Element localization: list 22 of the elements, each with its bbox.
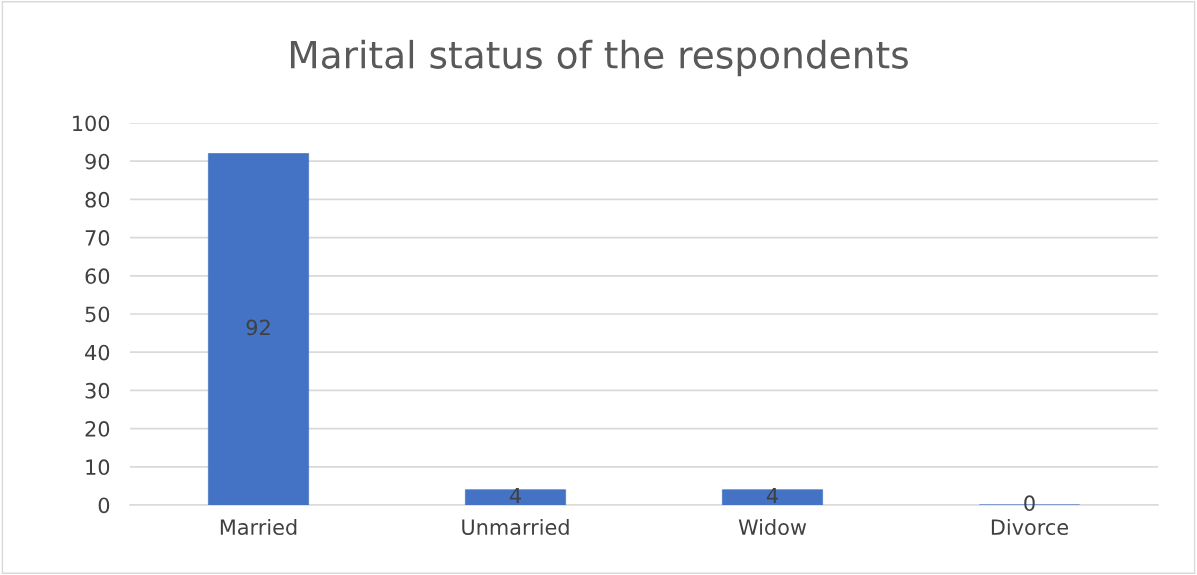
y-tick-label: 100 [73, 115, 110, 132]
y-tick-label: 50 [85, 306, 110, 323]
y-tick-label: 10 [86, 459, 110, 476]
y-tick-label: 0 [98, 497, 110, 514]
data-label: 92 [246, 319, 270, 336]
y-tick-label: 40 [85, 344, 110, 361]
y-tick-label: 20 [85, 421, 110, 437]
chart-title: Marital status of the respondents [290, 39, 908, 77]
x-tick-label: Widow [738, 518, 807, 536]
y-tick-label: 80 [85, 191, 110, 208]
x-tick-label: Divorce [991, 518, 1069, 536]
y-tick-label: 70 [85, 230, 110, 246]
bar [465, 489, 566, 505]
y-tick-label: 30 [85, 382, 110, 399]
data-label: 4 [509, 487, 521, 504]
y-tick-label: 90 [85, 153, 110, 170]
y-tick-label: 60 [85, 268, 110, 285]
bar [722, 489, 823, 505]
data-label: 4 [766, 487, 778, 504]
x-tick-label: Unmarried [462, 518, 569, 536]
bar [208, 153, 309, 505]
x-tick-label: Married [220, 518, 297, 536]
